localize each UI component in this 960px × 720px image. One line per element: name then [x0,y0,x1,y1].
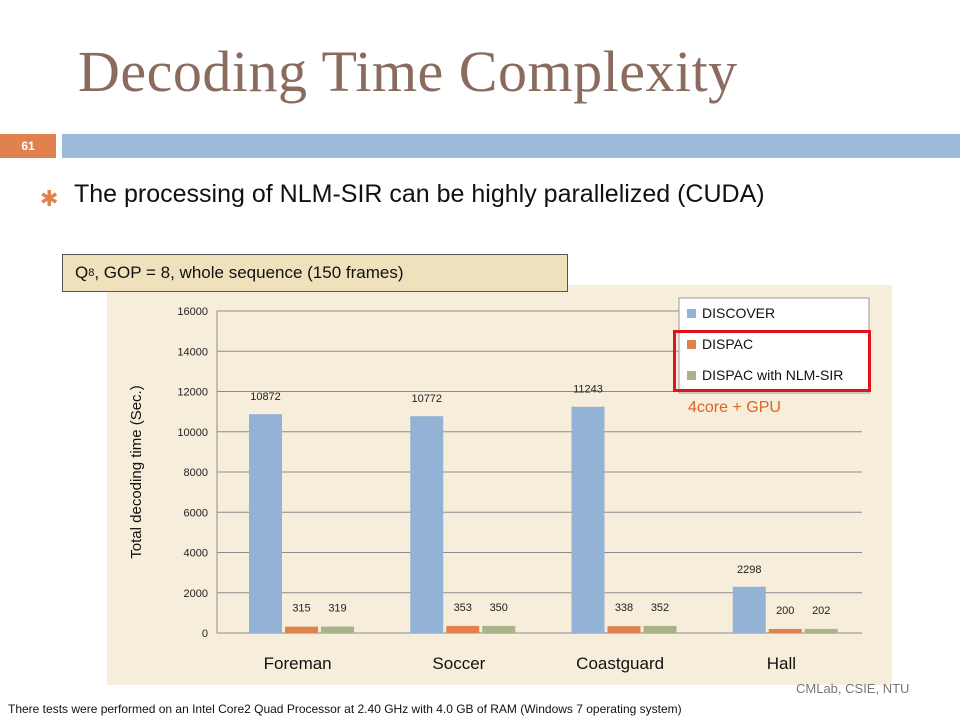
y-tick-label: 6000 [184,507,208,519]
data-label: 10772 [411,393,442,405]
legend-label: DISPAC with NLM-SIR [702,367,843,383]
bar-dispac [607,626,641,633]
caption-q: Q [75,263,89,282]
data-label: 10872 [250,391,281,403]
x-tick-label: Foreman [264,654,332,673]
x-tick-label: Coastguard [576,654,664,673]
y-axis-title: Total decoding time (Sec.) [128,385,145,558]
y-tick-label: 12000 [177,387,208,399]
bar-dispac-with-nlm-sir [643,625,677,633]
y-tick-label: 10000 [177,427,208,439]
asterisk-bullet-icon: ✱ [40,186,59,211]
legend-swatch [687,340,696,349]
credit-text: CMLab, CSIE, NTU [796,681,910,696]
data-label: 11243 [573,384,603,396]
bar-discover [410,416,444,633]
y-tick-label: 16000 [177,306,208,318]
y-tick-label: 2000 [184,588,208,600]
y-tick-label: 0 [202,628,208,640]
title-rule [62,134,960,158]
bar-discover [732,586,766,633]
bullet-text: The processing of NLM-SIR can be highly … [74,180,765,208]
bar-dispac [285,626,318,633]
y-tick-label: 8000 [184,467,208,479]
caption-text: , GOP = 8, whole sequence (150 frames) [94,263,404,282]
bar-dispac [446,625,480,633]
bar-discover [249,414,282,633]
slide-title: Decoding Time Complexity [78,39,738,104]
legend-label: DISCOVER [702,305,775,321]
legend-highlight [673,330,871,392]
data-label: 352 [651,602,669,614]
y-tick-label: 14000 [177,346,208,358]
footnote: There tests were performed on an Intel C… [8,702,682,716]
bar-dispac-with-nlm-sir [482,625,516,633]
x-tick-label: Soccer [432,654,485,673]
data-label: 350 [490,602,508,614]
data-label: 353 [454,602,472,614]
data-label: 338 [615,602,633,614]
legend-label: DISPAC [702,336,753,352]
data-label: 200 [776,605,794,617]
legend-swatch [687,309,696,318]
page-number: 61 [0,134,56,158]
bar-dispac [768,628,802,633]
data-label: 202 [812,605,830,617]
data-label: 2298 [737,564,761,576]
bar-dispac-with-nlm-sir [804,628,838,633]
y-tick-label: 4000 [184,548,208,560]
x-tick-label: Hall [767,654,796,673]
bar-dispac-with-nlm-sir [321,626,354,633]
legend-swatch [687,371,696,380]
legend-box [678,297,870,394]
gpu-annotation: 4core + GPU [688,399,781,416]
data-label: 319 [328,603,346,615]
data-label: 315 [292,603,310,615]
caption-sub: 8 [88,267,95,279]
bar-discover [571,406,605,633]
